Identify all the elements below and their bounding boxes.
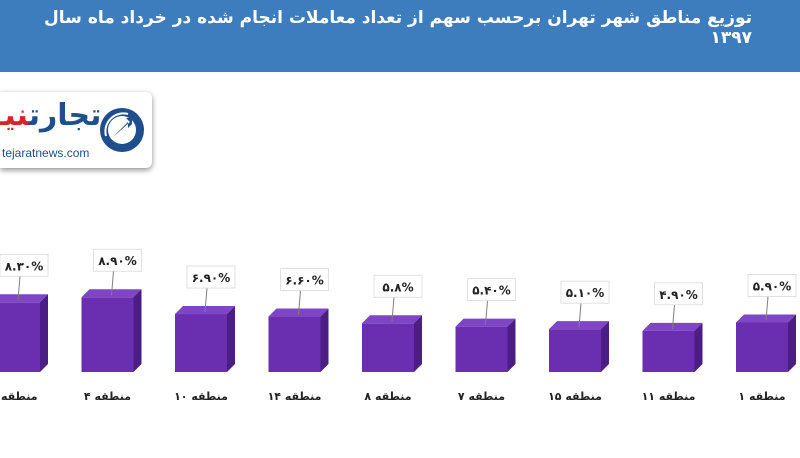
logo-wordmark: تجارتنیـ	[0, 98, 101, 133]
data-label: ۵.۱۰%	[566, 286, 605, 300]
bar-side	[601, 321, 609, 372]
logo-wordmark-accent: نیـ	[0, 98, 29, 133]
chart-header-band: توزیع مناطق شهر تهران برحسب سهم از تعداد…	[0, 0, 800, 72]
bar-front	[642, 330, 695, 372]
category-label: منطقه ۸	[364, 390, 411, 403]
data-label-box	[373, 274, 423, 298]
category-label: منطقه ۱۵	[548, 390, 602, 403]
data-label: ۴.۹۰%	[659, 288, 698, 302]
leader-line	[17, 276, 21, 301]
category-label: منطقه ۴	[84, 390, 131, 403]
data-label: ۸.۳۰%	[5, 259, 44, 273]
data-label-box	[747, 274, 797, 297]
bar-top	[0, 294, 48, 303]
category-label: منطقه ۱۱	[642, 390, 696, 403]
leader-line	[485, 300, 488, 325]
data-label-box	[280, 268, 329, 291]
leader-line	[765, 296, 769, 321]
data-label-box	[0, 253, 49, 277]
bar-front	[268, 316, 321, 372]
data-label-box	[654, 282, 703, 306]
data-label: ۶.۶۰%	[285, 274, 324, 288]
leader-line	[391, 297, 395, 322]
bar-side	[133, 289, 142, 372]
data-label: ۶.۹۰%	[192, 271, 231, 285]
bar-front	[455, 326, 508, 372]
data-label-box	[560, 280, 610, 304]
data-label: ۵.۴۰%	[472, 284, 511, 298]
leader-line	[672, 304, 675, 329]
bar-side	[320, 308, 329, 372]
logo-mark-icon	[100, 108, 144, 152]
bar-front	[0, 302, 40, 372]
data-label: ۸.۹۰%	[98, 254, 137, 268]
category-label: منطقه ۷	[458, 390, 505, 403]
category-label: منطقه ۱۴	[268, 390, 322, 403]
data-label: ۵.۹۰%	[753, 279, 792, 293]
data-label-box	[186, 265, 236, 289]
bar-side	[227, 306, 235, 372]
data-label-box	[467, 278, 516, 302]
logo-wordmark-main: تجارت	[28, 98, 102, 133]
bar-side	[788, 314, 796, 372]
leader-line	[111, 271, 114, 296]
bar-side	[414, 315, 422, 372]
logo-url: tejaratnews.com	[2, 146, 90, 160]
data-label-box	[93, 248, 142, 272]
leader-line	[578, 303, 582, 328]
category-label: منطقه ۱۰	[174, 390, 228, 403]
category-label: منطقه ۱	[738, 390, 785, 403]
bar-side	[507, 318, 516, 372]
bar-side	[40, 294, 48, 372]
chart-title: توزیع مناطق شهر تهران برحسب سهم از تعداد…	[44, 8, 752, 48]
bar-front	[362, 323, 414, 372]
data-label: ۵.۸%	[382, 280, 413, 294]
bar-side	[694, 322, 703, 372]
leader-line	[298, 290, 301, 315]
category-label: منطقه ۲	[0, 390, 38, 403]
bar-front	[175, 314, 227, 372]
leader-line	[204, 287, 208, 313]
bar-front	[81, 297, 134, 372]
tejaratnews-logo: تجارتنیـ tejaratnews.com	[0, 92, 152, 168]
bar-front	[736, 322, 788, 372]
bar-front	[549, 329, 601, 372]
